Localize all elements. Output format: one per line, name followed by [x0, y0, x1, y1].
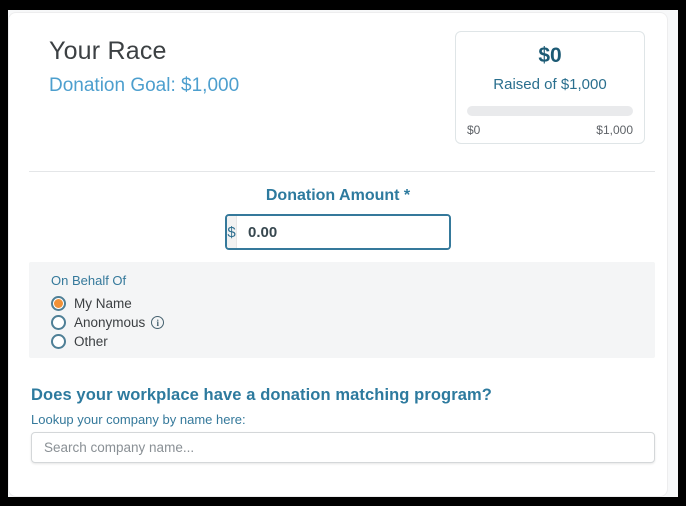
radio-label-my-name: My Name [74, 296, 132, 311]
radio-button-other[interactable] [51, 334, 66, 349]
radio-option-my-name[interactable]: My Name [51, 296, 655, 311]
matching-program-section: Does your workplace have a donation matc… [31, 386, 655, 463]
section-divider [29, 171, 655, 172]
radio-label-other: Other [74, 334, 108, 349]
range-min: $0 [467, 123, 481, 137]
fundraising-progress-card: $0 Raised of $1,000 $0 $1,000 [455, 31, 645, 144]
donation-form-card: Your Race Donation Goal: $1,000 $0 Raise… [8, 12, 668, 497]
radio-option-other[interactable]: Other [51, 334, 655, 349]
radio-dot [54, 337, 63, 346]
donation-amount-input[interactable] [237, 216, 449, 248]
page-background: Your Race Donation Goal: $1,000 $0 Raise… [8, 10, 678, 497]
matching-program-heading: Does your workplace have a donation matc… [31, 386, 492, 404]
on-behalf-label: On Behalf Of [51, 273, 127, 288]
progress-bar [467, 106, 633, 116]
page-title: Your Race [49, 37, 167, 65]
currency-prefix: $ [227, 216, 237, 248]
range-max: $1,000 [596, 123, 633, 137]
company-search-input[interactable] [31, 432, 655, 463]
radio-dot [54, 318, 63, 327]
raised-label: Raised of $1,000 [493, 76, 607, 93]
radio-dot [54, 299, 63, 308]
radio-label-anonymous: Anonymous [74, 315, 146, 330]
radio-button-my-name[interactable] [51, 296, 66, 311]
radio-option-anonymous[interactable]: Anonymous i [51, 315, 655, 330]
info-icon[interactable]: i [151, 316, 165, 329]
on-behalf-section: On Behalf Of My Name Anonymous i Other [29, 262, 655, 358]
donation-amount-field[interactable]: $ [225, 214, 451, 250]
radio-button-anonymous[interactable] [51, 315, 66, 330]
header-titles: Your Race Donation Goal: $1,000 [49, 31, 239, 97]
company-lookup-label: Lookup your company by name here: [31, 412, 246, 427]
progress-range: $0 $1,000 [467, 123, 633, 137]
raised-amount: $0 [538, 44, 562, 67]
donation-amount-label: Donation Amount * [265, 187, 411, 204]
donation-goal-subtitle: Donation Goal: $1,000 [49, 75, 240, 96]
header: Your Race Donation Goal: $1,000 $0 Raise… [9, 13, 667, 144]
